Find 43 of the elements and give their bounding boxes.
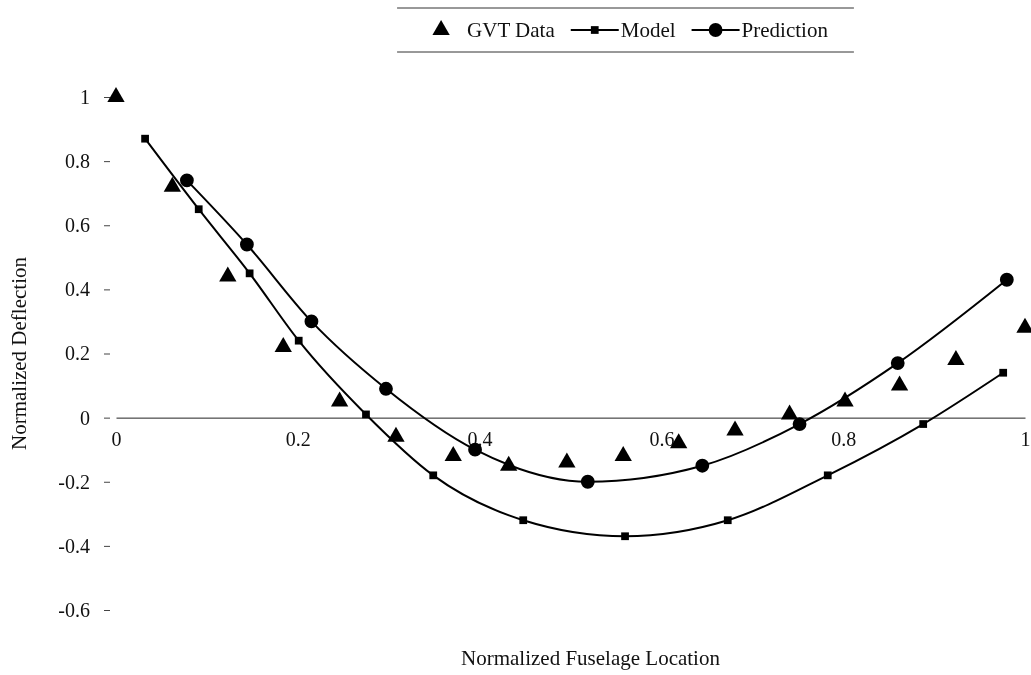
legend-label: GVT Data xyxy=(467,18,556,42)
legend-label: Model xyxy=(620,18,676,42)
y-tick-label: 0.6 xyxy=(65,214,90,237)
point xyxy=(429,471,438,480)
point xyxy=(919,420,928,428)
point xyxy=(614,446,632,462)
point xyxy=(695,458,710,473)
point xyxy=(999,272,1014,287)
point xyxy=(362,410,370,419)
point xyxy=(621,532,629,541)
point xyxy=(141,134,149,143)
point xyxy=(179,173,194,188)
point xyxy=(519,516,528,525)
y-tick-label: 0.4 xyxy=(65,278,90,301)
y-axis-title: Normalized Deflection xyxy=(7,256,31,450)
point xyxy=(823,471,832,480)
x-tick-label: 0 xyxy=(111,427,122,450)
y-tick-label: -0.4 xyxy=(58,534,90,557)
point xyxy=(999,368,1008,377)
point xyxy=(304,314,319,329)
legend-label: Prediction xyxy=(741,18,829,42)
y-tick-label: -0.6 xyxy=(58,598,90,621)
point xyxy=(194,205,203,214)
x-tick-label: 1 xyxy=(1020,427,1031,450)
point xyxy=(444,446,462,462)
x-tick-label: 0.6 xyxy=(649,427,675,450)
point xyxy=(239,237,254,252)
y-tick-label: 0 xyxy=(80,406,90,429)
point xyxy=(274,337,292,353)
x-tick-label: 0.8 xyxy=(831,427,857,450)
y-tick-label: 1 xyxy=(80,85,90,108)
point xyxy=(580,474,595,489)
x-axis-title: Normalized Fuselage Location xyxy=(461,646,721,670)
y-tick-label: 0.8 xyxy=(65,150,90,173)
y-tick-label: -0.2 xyxy=(58,470,90,493)
point xyxy=(245,269,254,278)
point xyxy=(379,381,393,396)
point xyxy=(723,516,732,525)
point xyxy=(792,417,807,431)
x-tick-label: 0.2 xyxy=(285,427,311,450)
point xyxy=(294,336,303,345)
y-tick-label: 0.2 xyxy=(65,342,90,365)
point xyxy=(890,356,905,371)
